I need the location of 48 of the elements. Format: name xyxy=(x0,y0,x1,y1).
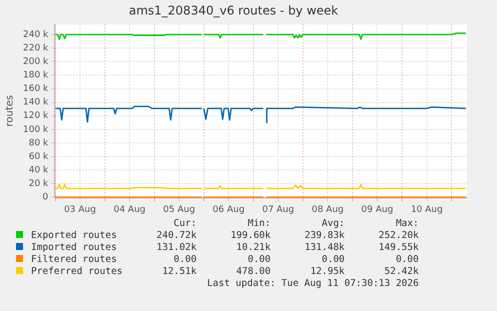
y-tick-label: 160 k xyxy=(22,84,50,94)
chart-title: ams1_208340_v6 routes - by week xyxy=(128,3,338,18)
y-tick-label: 140 k xyxy=(22,98,50,108)
x-tick-label: 06 Aug xyxy=(212,204,245,215)
text: Last update: Tue Aug 11 07:30:13 2026 xyxy=(206,278,420,290)
x-tick-label: 10 Aug xyxy=(410,204,443,215)
y-tick-label: 240 k xyxy=(22,30,50,40)
text: 10.21k xyxy=(235,242,272,254)
legend-label: Exported routes xyxy=(30,230,118,242)
text: 240.72k xyxy=(156,230,198,242)
text: 12.51k xyxy=(161,266,198,278)
legend-label: Filtered routes xyxy=(30,254,118,266)
x-tick-label: 03 Aug xyxy=(64,204,96,215)
x-tick-label: 04 Aug xyxy=(114,204,146,215)
y-tick-label: 60 k xyxy=(28,152,50,162)
text: 0.00 xyxy=(320,254,346,266)
y-tick-label: 0 xyxy=(42,192,49,203)
y-tick-label: 120 k xyxy=(22,111,50,122)
text: 478.00 xyxy=(235,266,272,278)
x-tick-label: 09 Aug xyxy=(361,204,394,215)
y-tick-label: 220 k xyxy=(22,43,50,54)
text: 131.02k xyxy=(156,242,198,254)
text: 149.55k xyxy=(378,242,420,254)
text: 0.00 xyxy=(246,254,272,266)
text: 52.42k xyxy=(383,266,420,278)
text: Avg: xyxy=(320,218,346,230)
legend-label: Preferred routes xyxy=(30,266,124,278)
text: 199.60k xyxy=(230,230,272,242)
text: Max: xyxy=(394,218,420,230)
y-tick-label: 80 k xyxy=(28,138,50,148)
text: Cur: xyxy=(172,218,198,230)
text: 0.00 xyxy=(394,254,420,266)
y-tick-label: 200 k xyxy=(22,57,50,68)
y-tick-label: 20 k xyxy=(28,178,50,189)
text: Min: xyxy=(246,218,272,230)
y-axis-title: routes xyxy=(4,94,16,127)
x-tick-label: 05 Aug xyxy=(163,204,196,215)
text: 252.20k xyxy=(378,230,420,242)
text: 239.83k xyxy=(304,230,346,242)
x-tick-label: 08 Aug xyxy=(312,204,344,215)
text: 12.95k xyxy=(309,266,346,278)
text: 131.48k xyxy=(304,242,346,254)
legend-label: Imported routes xyxy=(30,242,118,254)
y-tick-label: 180 k xyxy=(22,70,50,81)
y-tick-label: 40 k xyxy=(28,165,50,176)
text: 0.00 xyxy=(172,254,198,266)
x-tick-label: 07 Aug xyxy=(262,204,294,215)
y-tick-label: 100 k xyxy=(22,124,50,135)
